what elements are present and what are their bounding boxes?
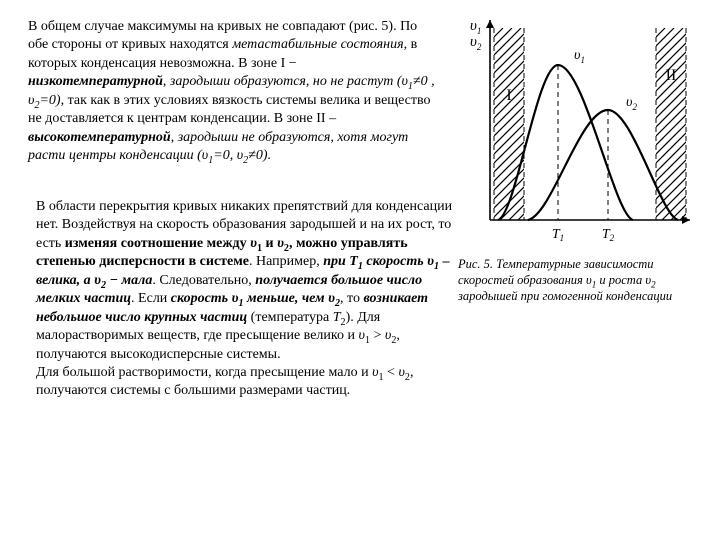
- figure-5-plot: IIIυ1υ2T1T2υ1υ2: [458, 10, 698, 250]
- p2-b: изменяя соотношение между: [65, 236, 250, 251]
- paragraph-1: В общем случае максимумы на кривых не со…: [28, 18, 438, 166]
- p1-d: так как в этих условиях вязкость системы…: [28, 93, 431, 126]
- p2-and: и: [262, 236, 277, 251]
- cap-mid: и роста υ: [596, 273, 651, 287]
- figure-5: IIIυ1υ2T1T2υ1υ2 Рис. 5. Температурные за…: [458, 10, 698, 304]
- p2-t2: T: [333, 310, 341, 325]
- p2-slowmid: меньше, чем υ: [243, 291, 335, 306]
- p1-grow-ne: ≠0).: [248, 148, 271, 163]
- p2-t1mid: скорость υ: [363, 254, 434, 269]
- p1-meta: метастабильные состояния: [232, 37, 403, 52]
- p1-zero-z: =0),: [39, 93, 64, 108]
- p1-high: высокотемпературной: [28, 130, 171, 145]
- p1-grow-mid: =0, υ: [213, 148, 243, 163]
- p1-zero-a: зародыши образуются, но не растут (υ: [170, 74, 408, 89]
- p2-g: (температура: [247, 310, 333, 325]
- p1-c: ,: [163, 74, 170, 89]
- p2-gt: >: [370, 328, 385, 343]
- p2-v1: υ: [250, 236, 257, 251]
- p2-t1: при T: [323, 254, 358, 269]
- svg-text:II: II: [666, 67, 677, 84]
- svg-text:υ1: υ1: [574, 48, 585, 65]
- svg-text:υ2: υ2: [470, 34, 482, 52]
- p2-c: . Например,: [249, 254, 323, 269]
- p2-f: , то: [340, 291, 363, 306]
- p2-k: Для большой растворимости, когда пресыще…: [36, 365, 372, 380]
- svg-text:υ2: υ2: [626, 95, 637, 112]
- figure-5-caption: Рис. 5. Температурные зависимости скорос…: [458, 256, 698, 304]
- p2-t1small: − мала: [106, 273, 152, 288]
- p2-v2: υ: [277, 236, 284, 251]
- cap-b: зародышей при гомогенной конденсации: [458, 289, 672, 303]
- p2-e: . Если: [131, 291, 171, 306]
- p2-lt: <: [384, 365, 399, 380]
- svg-text:T2: T2: [602, 227, 615, 243]
- svg-text:I: I: [506, 87, 511, 104]
- p1-e: ,: [171, 130, 178, 145]
- p2-d: . Следовательно,: [152, 273, 255, 288]
- p2-slow: скорость υ: [171, 291, 239, 306]
- svg-text:T1: T1: [552, 227, 564, 243]
- p1-low: низкотемпературной: [28, 74, 163, 89]
- cap-s2: 2: [651, 280, 656, 290]
- paragraph-2: В области перекрытия кривых никаких преп…: [36, 198, 456, 401]
